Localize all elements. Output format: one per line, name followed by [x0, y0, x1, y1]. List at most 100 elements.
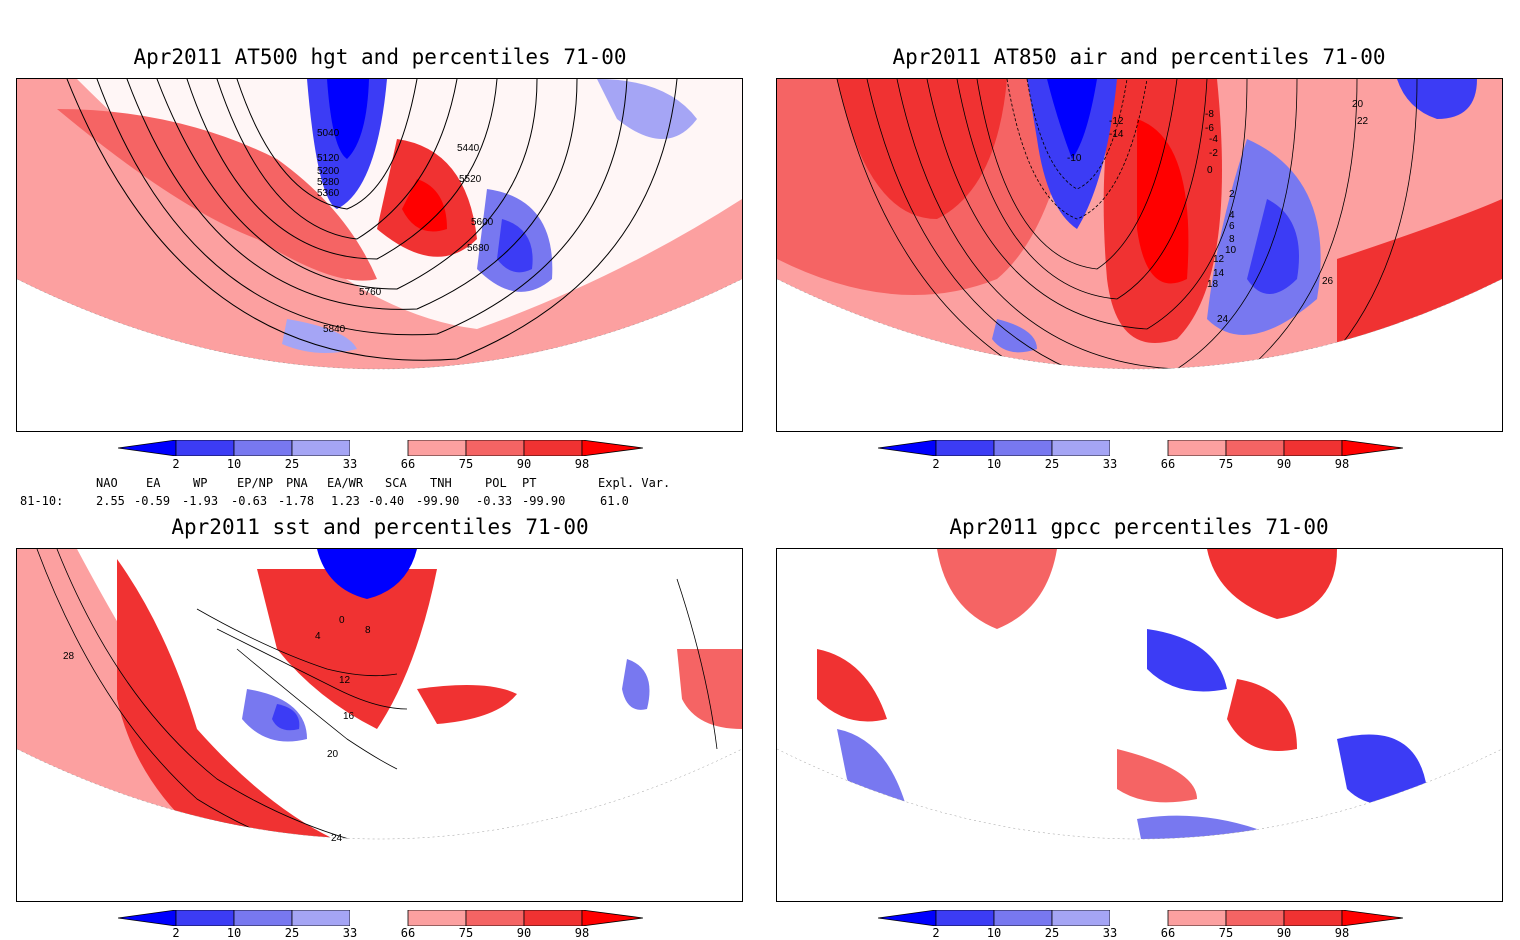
colorbar-sst	[118, 910, 643, 926]
colorbar-swatch	[523, 440, 583, 456]
contour-label: 0	[1207, 165, 1213, 176]
colorbar-tick-label: 98	[574, 926, 590, 940]
colorbar-swatch	[1110, 440, 1168, 456]
colorbar-swatch	[1341, 910, 1403, 926]
contour-label: 4	[1229, 210, 1235, 221]
colorbar-tick-label: 66	[1160, 457, 1176, 471]
colorbar-tick-label: 90	[1276, 926, 1292, 940]
colorbar-tick-label: 90	[516, 457, 532, 471]
colorbar-swatch	[465, 440, 525, 456]
colorbar-tick-label: 33	[342, 457, 358, 471]
index-value: -0.59	[134, 494, 171, 508]
contour-label: 4	[315, 631, 321, 642]
contour-label: -8	[1205, 109, 1214, 120]
colorbar-tick-label: 25	[284, 926, 300, 940]
colorbar-tick-label: 10	[226, 926, 242, 940]
contour-label: 12	[339, 675, 351, 686]
colorbar-tick-label: 90	[516, 926, 532, 940]
index-value: 2.55	[96, 494, 125, 508]
contour-label: 24	[1217, 314, 1229, 325]
index-header: EA	[146, 476, 161, 490]
contour-label: 5600	[471, 217, 494, 228]
contour-label: -10	[1067, 153, 1082, 164]
colorbar-labels-hgt500: 2 10 25 33 66 75 90 98	[118, 457, 643, 471]
index-header: EA/WR	[327, 476, 364, 490]
contour-label: 18	[1207, 279, 1219, 290]
colorbar-tick-label: 25	[284, 457, 300, 471]
colorbar-tick-label: 10	[986, 457, 1002, 471]
contour-label: 14	[1213, 268, 1225, 279]
contour-label: 24	[331, 833, 343, 844]
panel-title-sst: Apr2011 sst and percentiles 71-00	[171, 515, 589, 539]
colorbar-tick-label: 10	[986, 926, 1002, 940]
index-header: NAO	[96, 476, 118, 490]
contour-label: -6	[1205, 123, 1214, 134]
index-header: PT	[522, 476, 537, 490]
colorbar-swatch	[1341, 440, 1403, 456]
contour-label: 12	[1213, 254, 1225, 265]
map-hgt500: 5040 5120 5200 5280 5360 5440 5520 5600 …	[16, 78, 743, 432]
colorbar-tick-label: 66	[1160, 926, 1176, 940]
index-header: SCA	[385, 476, 407, 490]
hudson-bay-cold-anomaly	[317, 549, 417, 599]
colorbar-swatch	[407, 910, 467, 926]
colorbar-swatch	[233, 910, 293, 926]
colorbar-swatch	[1051, 440, 1111, 456]
colorbar-swatch	[1167, 440, 1227, 456]
contour-label: -14	[1109, 129, 1124, 140]
index-header: EP/NP	[237, 476, 274, 490]
map-gpcc	[776, 548, 1503, 902]
colorbar-tick-label: 2	[932, 457, 940, 471]
height-contours	[66, 79, 678, 361]
colorbar-swatch	[878, 440, 937, 456]
map-sst: 0 4 8 12 16 20 24 28	[16, 548, 743, 902]
contour-label: 28	[63, 651, 75, 662]
colorbar-tick-label: 98	[1334, 457, 1350, 471]
colorbar-tick-label: 2	[172, 926, 180, 940]
map-gpcc-plot	[777, 549, 1502, 840]
colorbar-swatch	[175, 910, 235, 926]
colorbar-tick-label: 90	[1276, 457, 1292, 471]
colorbar-swatch	[350, 910, 408, 926]
index-value: 61.0	[600, 494, 629, 508]
index-value: 1.23	[331, 494, 360, 508]
contour-label: 5840	[323, 324, 346, 335]
contour-label: 22	[1357, 116, 1369, 127]
colorbar-swatch	[407, 440, 467, 456]
colorbar-swatch	[118, 440, 177, 456]
colorbar-swatch	[523, 910, 583, 926]
colorbar-swatch	[581, 440, 643, 456]
colorbar-swatch	[1167, 910, 1227, 926]
contour-label: 0	[339, 615, 345, 626]
north-america-wet-anomaly	[937, 549, 1057, 629]
colorbar-tick-label: 33	[342, 926, 358, 940]
colorbar-tick-label: 25	[1044, 457, 1060, 471]
colorbar-tick-label: 98	[1334, 926, 1350, 940]
colorbar-swatch	[935, 910, 995, 926]
contour-label: -12	[1109, 116, 1124, 127]
colorbar-tick-label: 98	[574, 457, 590, 471]
colorbar-tick-label: 33	[1102, 926, 1118, 940]
contour-label: 5200	[317, 166, 340, 177]
panel-title-gpcc: Apr2011 gpcc percentiles 71-00	[949, 515, 1329, 539]
colorbar-swatch	[993, 910, 1053, 926]
colorbar-swatch	[465, 910, 525, 926]
index-value: -1.93	[182, 494, 219, 508]
map-sst-plot: 0 4 8 12 16 20 24 28	[17, 549, 742, 844]
contour-label: 5520	[459, 174, 482, 185]
colorbar-tick-label: 25	[1044, 926, 1060, 940]
contour-label: 5360	[317, 188, 340, 199]
index-value: -99.90	[416, 494, 460, 508]
index-period-label: 81-10:	[20, 494, 64, 508]
contour-label: 5440	[457, 143, 480, 154]
colorbar-swatch	[350, 440, 408, 456]
panel-title-air850: Apr2011 AT850 air and percentiles 71-00	[892, 45, 1386, 69]
colorbar-labels-gpcc: 2 10 25 33 66 75 90 98	[878, 926, 1403, 940]
map-air850: -14 -12 -10 -8 -6 -4 -2 0 2 4 6 8 10 12 …	[776, 78, 1503, 432]
contour-label: 5120	[317, 153, 340, 164]
europe-dry-anomaly	[1147, 629, 1227, 692]
colorbar-tick-label: 66	[400, 926, 416, 940]
colorbar-tick-label: 75	[1218, 457, 1234, 471]
contour-label: 8	[365, 625, 371, 636]
index-header: TNH	[430, 476, 452, 490]
